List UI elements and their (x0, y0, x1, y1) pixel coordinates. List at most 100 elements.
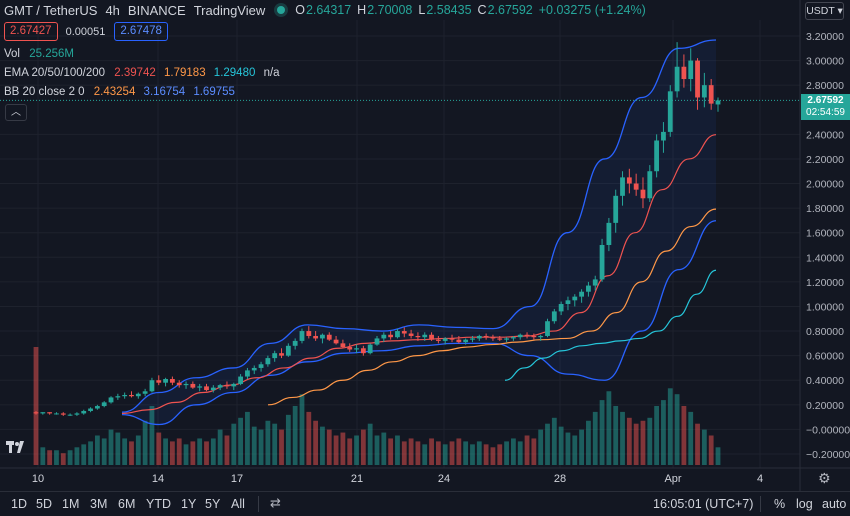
bb-upper-line (121, 39, 717, 413)
candle (511, 337, 516, 339)
candle (81, 410, 87, 414)
candle (579, 291, 584, 297)
volume-bar (661, 400, 666, 465)
open-value: 2.64317 (305, 3, 352, 17)
candlestick-series (33, 42, 721, 416)
buy-price-button[interactable]: 2.67478 (114, 22, 168, 41)
high-value: 2.70008 (367, 3, 413, 17)
candle (306, 331, 312, 336)
candle (217, 385, 223, 388)
candle (599, 245, 605, 280)
volume-bar (681, 406, 687, 465)
volume-bar (279, 429, 284, 465)
candle (592, 279, 598, 286)
range-5d-button[interactable]: 5D (36, 497, 52, 511)
volume-bar (708, 435, 714, 465)
volume-bar (572, 435, 578, 465)
candle (40, 412, 46, 414)
volume-bar (122, 438, 128, 465)
chevron-up-icon: ︿ (11, 107, 21, 118)
range-all-button[interactable]: All (231, 497, 245, 511)
price-tick-label: 0.20000 (806, 400, 844, 412)
time-tick-label: 10 (32, 473, 44, 485)
time-tick-label: 28 (554, 473, 566, 485)
candle (667, 91, 673, 132)
candle (245, 370, 250, 377)
volume-bar (272, 423, 278, 465)
volume-bar (422, 444, 428, 465)
volume-bar (688, 411, 694, 465)
volume-bar (620, 411, 625, 465)
candle (101, 402, 107, 407)
candle (197, 386, 203, 388)
close-key: C (477, 3, 487, 17)
chart-settings-gear-icon[interactable]: ⚙ (818, 470, 831, 486)
candle (88, 408, 93, 411)
ema-legend[interactable]: EMA 20/50/100/200 2.39742 1.79183 1.2948… (4, 67, 285, 79)
volume-bar (299, 394, 305, 465)
price-tick-label: −0.00000 (806, 424, 850, 436)
sell-price-button[interactable]: 2.67427 (4, 22, 58, 41)
candle (299, 331, 305, 341)
price-tick-label: 1.00000 (806, 301, 844, 313)
range-3m-button[interactable]: 3M (90, 497, 108, 511)
candle (170, 379, 175, 383)
high-key: H (357, 3, 367, 17)
volume-bar (149, 406, 155, 465)
candle (381, 334, 387, 339)
timezone-clock[interactable]: 16:05:01 (UTC+7) (653, 497, 754, 511)
log-scale-button[interactable]: log (796, 497, 813, 511)
range-1m-button[interactable]: 1M (62, 497, 80, 511)
price-tick-label: −0.20000 (806, 449, 850, 461)
candle (442, 338, 448, 341)
candle (408, 333, 414, 336)
price-tick-label: 1.80000 (806, 203, 844, 215)
volume-bar (401, 441, 407, 465)
candle (422, 334, 428, 338)
volume-legend[interactable]: Vol 25.256M (4, 48, 79, 60)
volume-bar (565, 432, 571, 465)
range-ytd-button[interactable]: YTD (146, 497, 171, 511)
ema-legend-label: EMA 20/50/100/200 (4, 67, 106, 79)
volume-bar (497, 444, 503, 465)
price-tick-label: 1.20000 (806, 277, 844, 289)
auto-scale-button[interactable]: auto (822, 497, 847, 511)
go-to-date-icon[interactable]: ⇄ (270, 495, 281, 510)
volume-bar (108, 429, 114, 465)
chevron-down-icon: ▾ (834, 5, 843, 17)
bb-legend[interactable]: BB 20 close 2 0 2.43254 3.16754 1.69755 (4, 86, 240, 98)
candle (572, 296, 578, 301)
range-5y-button[interactable]: 5Y (205, 497, 221, 511)
volume-bar (586, 420, 591, 465)
candle (647, 171, 653, 199)
tradingview-logo-icon[interactable] (6, 441, 28, 455)
candle (708, 85, 714, 104)
range-1y-button[interactable]: 1Y (181, 497, 197, 511)
candle (688, 60, 694, 80)
symbol-name[interactable]: GMT / TetherUS (4, 2, 98, 18)
currency-select[interactable]: USDT ▾ (805, 2, 844, 20)
volume-bar (442, 444, 448, 465)
range-6m-button[interactable]: 6M (118, 497, 136, 511)
percent-scale-button[interactable]: % (774, 497, 786, 511)
volume-bar (545, 423, 550, 465)
volume-bar (408, 438, 414, 465)
interval-label[interactable]: 4h (105, 2, 120, 18)
toolbar-divider (258, 496, 259, 512)
toolbar-divider (760, 496, 761, 512)
price-tick-label: 3.00000 (806, 56, 844, 68)
volume-bar (524, 435, 530, 465)
market-status-icon[interactable] (277, 6, 286, 14)
candle (272, 353, 278, 359)
range-1d-button[interactable]: 1D (11, 497, 27, 511)
ema100-value: 1.29480 (213, 67, 256, 79)
collapse-legend-button[interactable]: ︿ (5, 104, 27, 121)
price-tick-label: 2.80000 (806, 80, 844, 92)
price-chart[interactable]: 3.20000 3.00000 2.80000 2.40000 2.20000 2.000… (0, 0, 850, 491)
volume-bar (511, 438, 516, 465)
price-tick-label: 0.80000 (806, 326, 844, 338)
last-price-label: 2.67592 02:54:59 (801, 94, 850, 120)
candle (326, 334, 332, 340)
volume-bar (715, 447, 721, 465)
